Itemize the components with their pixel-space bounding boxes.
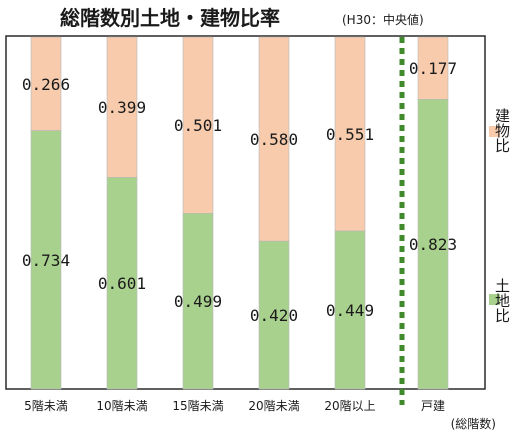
chart-subtitle: (H30：中央値) xyxy=(342,12,424,27)
bar-land xyxy=(334,230,366,390)
data-label-land: 0.734 xyxy=(22,251,70,270)
bars-layer xyxy=(30,36,449,390)
x-tick-label: 15階未満 xyxy=(172,398,223,413)
labels-layer: 0.266 0.734 5階未満 0.399 0.601 10階未満 0.501 0.499 1… xyxy=(22,59,457,413)
x-tick-label: 戸建 xyxy=(421,399,445,413)
legend-land-label: 土地比 xyxy=(493,278,511,323)
x-tick-label: 20階未満 xyxy=(248,398,299,413)
data-label-land: 0.420 xyxy=(250,306,298,325)
bar-building xyxy=(30,36,62,131)
bar-land xyxy=(30,130,62,390)
bar-building xyxy=(182,36,214,214)
chart-title: 総階数別土地・建物比率 xyxy=(60,6,280,30)
bar-land xyxy=(182,213,214,390)
legend-land-swatch xyxy=(489,294,500,305)
plot-frame xyxy=(5,35,486,390)
data-label-land: 0.601 xyxy=(98,274,146,293)
x-tick-label: 5階未満 xyxy=(24,398,68,413)
legend-building-swatch xyxy=(489,126,500,137)
bar-land xyxy=(417,99,449,390)
data-label-building: 0.501 xyxy=(174,116,222,135)
bar-building xyxy=(417,36,449,100)
data-label-land: 0.499 xyxy=(174,292,222,311)
bar-land xyxy=(258,240,290,390)
data-label-building: 0.551 xyxy=(326,125,374,144)
bar-building xyxy=(106,36,138,178)
data-label-land: 0.823 xyxy=(409,235,457,254)
legend-building-label: 建物比 xyxy=(493,108,511,153)
data-label-building: 0.399 xyxy=(98,98,146,117)
data-label-building: 0.177 xyxy=(409,59,457,78)
x-tick-label: 10階未満 xyxy=(96,398,147,413)
bar-land xyxy=(106,177,138,390)
data-label-building: 0.580 xyxy=(250,130,298,149)
data-label-land: 0.449 xyxy=(326,301,374,320)
x-axis-label: (総階数) xyxy=(451,416,496,431)
data-label-building: 0.266 xyxy=(22,75,70,94)
x-tick-label: 20階以上 xyxy=(324,398,375,413)
